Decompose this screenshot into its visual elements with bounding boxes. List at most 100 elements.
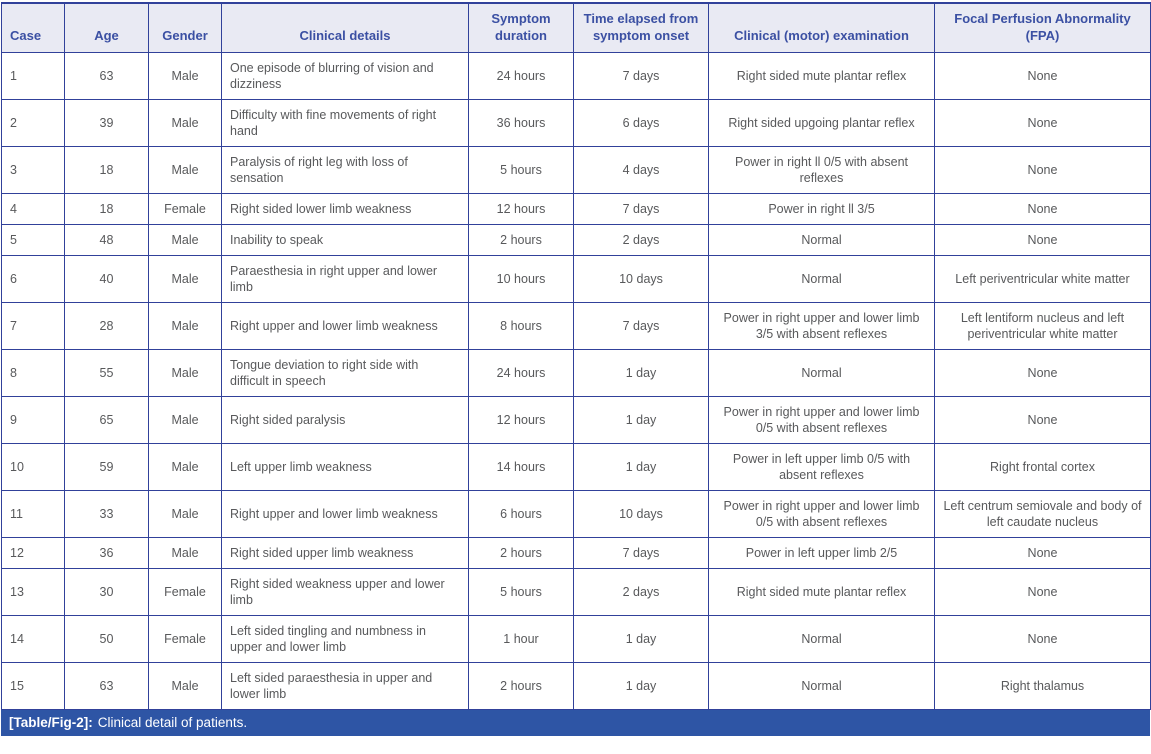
cell-symptom-duration: 10 hours	[468, 255, 574, 303]
header-row: Case Age Gender Clinical details Symptom…	[1, 2, 1151, 53]
cell-motor-exam: Power in right ll 0/5 with absent reflex…	[708, 146, 935, 194]
cell-fpa: None	[934, 349, 1151, 397]
cell-fpa: None	[934, 396, 1151, 444]
cell-age: 55	[64, 349, 149, 397]
clinical-details-table: Case Age Gender Clinical details Symptom…	[1, 2, 1151, 710]
cell-gender: Male	[148, 396, 222, 444]
cell-case: 1	[1, 52, 65, 100]
cell-fpa: Right thalamus	[934, 662, 1151, 710]
cell-fpa: None	[934, 615, 1151, 663]
column-header-fpa: Focal Perfusion Abnormality (FPA)	[934, 2, 1151, 53]
cell-clinical-details: Right sided lower limb weakness	[221, 193, 469, 225]
table-row: 7 28 Male Right upper and lower limb weakne…	[1, 302, 1151, 350]
table-row: 13 30 Female Right sided weakness upper and…	[1, 568, 1151, 616]
column-header-symptom-duration: Symptom duration	[468, 2, 574, 53]
cell-case: 5	[1, 224, 65, 256]
table-row: 12 36 Male Right sided upper limb weakness 2…	[1, 537, 1151, 569]
cell-motor-exam: Power in right upper and lower limb 0/5 …	[708, 490, 935, 538]
cell-gender: Male	[148, 537, 222, 569]
cell-fpa: Right frontal cortex	[934, 443, 1151, 491]
cell-gender: Female	[148, 568, 222, 616]
cell-fpa: Left centrum semiovale and body of left …	[934, 490, 1151, 538]
cell-case: 15	[1, 662, 65, 710]
cell-motor-exam: Normal	[708, 255, 935, 303]
cell-gender: Male	[148, 224, 222, 256]
cell-clinical-details: Paraesthesia in right upper and lower li…	[221, 255, 469, 303]
cell-time-elapsed: 7 days	[573, 193, 709, 225]
column-header-gender: Gender	[148, 2, 222, 53]
cell-case: 3	[1, 146, 65, 194]
cell-age: 33	[64, 490, 149, 538]
column-header-motor-exam: Clinical (motor) examination	[708, 2, 935, 53]
cell-fpa: None	[934, 193, 1151, 225]
cell-gender: Female	[148, 615, 222, 663]
cell-motor-exam: Right sided mute plantar reflex	[708, 52, 935, 100]
cell-time-elapsed: 10 days	[573, 490, 709, 538]
cell-clinical-details: Difficulty with fine movements of right …	[221, 99, 469, 147]
table-row: 9 65 Male Right sided paralysis 12 hours 1 da…	[1, 396, 1151, 444]
cell-case: 12	[1, 537, 65, 569]
cell-age: 30	[64, 568, 149, 616]
cell-time-elapsed: 1 day	[573, 615, 709, 663]
table-row: 14 50 Female Left sided tingling and numbne…	[1, 615, 1151, 663]
cell-age: 48	[64, 224, 149, 256]
cell-age: 63	[64, 52, 149, 100]
cell-fpa: None	[934, 52, 1151, 100]
cell-motor-exam: Right sided upgoing plantar reflex	[708, 99, 935, 147]
cell-clinical-details: Tongue deviation to right side with diff…	[221, 349, 469, 397]
cell-fpa: None	[934, 224, 1151, 256]
cell-case: 14	[1, 615, 65, 663]
cell-case: 8	[1, 349, 65, 397]
cell-symptom-duration: 12 hours	[468, 193, 574, 225]
cell-symptom-duration: 1 hour	[468, 615, 574, 663]
cell-gender: Male	[148, 443, 222, 491]
column-header-clinical-details: Clinical details	[221, 2, 469, 53]
cell-time-elapsed: 7 days	[573, 302, 709, 350]
cell-case: 7	[1, 302, 65, 350]
cell-age: 18	[64, 193, 149, 225]
cell-age: 65	[64, 396, 149, 444]
cell-gender: Male	[148, 146, 222, 194]
cell-gender: Male	[148, 255, 222, 303]
cell-symptom-duration: 6 hours	[468, 490, 574, 538]
cell-fpa: Left periventricular white matter	[934, 255, 1151, 303]
table-row: 3 18 Male Paralysis of right leg with loss …	[1, 146, 1151, 194]
cell-motor-exam: Normal	[708, 349, 935, 397]
cell-clinical-details: Right sided upper limb weakness	[221, 537, 469, 569]
cell-motor-exam: Power in right upper and lower limb 3/5 …	[708, 302, 935, 350]
table-header: Case Age Gender Clinical details Symptom…	[1, 2, 1151, 53]
column-header-case: Case	[1, 2, 65, 53]
table-figure: Case Age Gender Clinical details Symptom…	[1, 2, 1151, 736]
cell-clinical-details: Right upper and lower limb weakness	[221, 490, 469, 538]
cell-time-elapsed: 2 days	[573, 224, 709, 256]
cell-age: 63	[64, 662, 149, 710]
cell-motor-exam: Normal	[708, 224, 935, 256]
cell-symptom-duration: 24 hours	[468, 349, 574, 397]
cell-motor-exam: Power in right ll 3/5	[708, 193, 935, 225]
cell-clinical-details: One episode of blurring of vision and di…	[221, 52, 469, 100]
table-row: 6 40 Male Paraesthesia in right upper and l…	[1, 255, 1151, 303]
table-row: 2 39 Male Difficulty with fine movements of…	[1, 99, 1151, 147]
cell-symptom-duration: 5 hours	[468, 568, 574, 616]
cell-time-elapsed: 10 days	[573, 255, 709, 303]
cell-clinical-details: Left sided paraesthesia in upper and low…	[221, 662, 469, 710]
cell-gender: Male	[148, 490, 222, 538]
column-header-age: Age	[64, 2, 149, 53]
cell-time-elapsed: 1 day	[573, 349, 709, 397]
cell-fpa: None	[934, 537, 1151, 569]
cell-age: 59	[64, 443, 149, 491]
cell-gender: Male	[148, 662, 222, 710]
cell-age: 36	[64, 537, 149, 569]
cell-age: 28	[64, 302, 149, 350]
cell-motor-exam: Normal	[708, 615, 935, 663]
cell-time-elapsed: 7 days	[573, 52, 709, 100]
cell-symptom-duration: 2 hours	[468, 224, 574, 256]
cell-symptom-duration: 36 hours	[468, 99, 574, 147]
cell-clinical-details: Left upper limb weakness	[221, 443, 469, 491]
cell-gender: Male	[148, 349, 222, 397]
cell-symptom-duration: 2 hours	[468, 537, 574, 569]
cell-symptom-duration: 12 hours	[468, 396, 574, 444]
cell-case: 10	[1, 443, 65, 491]
cell-time-elapsed: 4 days	[573, 146, 709, 194]
cell-time-elapsed: 1 day	[573, 662, 709, 710]
